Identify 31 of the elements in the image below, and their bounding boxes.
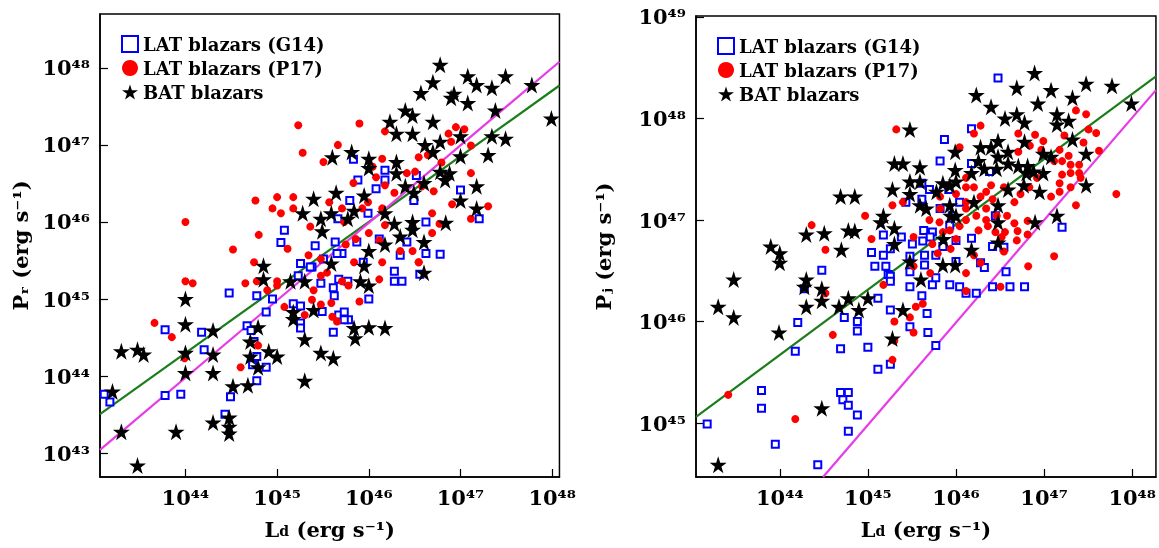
legend-label: BAT blazars — [739, 83, 860, 105]
y-tick-label: 10⁴⁷ — [638, 207, 686, 233]
y-tick-label: 10⁴⁸ — [638, 105, 686, 131]
y-tick-label: 10⁴⁶ — [638, 309, 686, 335]
x-tick-label: 10⁴⁴ — [161, 485, 210, 510]
legend-label: LAT blazars (P17) — [739, 59, 919, 81]
x-tick-label: 10⁴⁷ — [436, 485, 485, 510]
x-tick-label: 10⁴⁸ — [1108, 485, 1156, 510]
x-axis-title: Ld (erg s⁻¹) — [860, 517, 992, 542]
legend-label: LAT blazars (P17) — [143, 57, 323, 79]
y-tick-label: 10⁴⁸ — [42, 55, 90, 81]
y-axis-title: Pᵣ (erg s⁻¹) — [8, 180, 34, 311]
legend-label: LAT blazars (G14) — [143, 33, 325, 55]
y-axis-title: Pⱼ (erg s⁻¹) — [591, 182, 616, 311]
y-tick-label: 10⁴⁷ — [42, 132, 90, 158]
x-axis-title: Ld (erg s⁻¹) — [264, 517, 395, 542]
legend-label: BAT blazars — [143, 81, 264, 103]
x-tick-label: 10⁴⁶ — [345, 485, 393, 510]
y-tick-label: 10⁴⁵ — [638, 410, 686, 436]
legend-label: LAT blazars (G14) — [739, 35, 921, 57]
x-tick-label: 10⁴⁷ — [1020, 485, 1068, 510]
x-tick-label: 10⁴⁴ — [755, 485, 804, 510]
y-tick-label: 10⁴³ — [42, 440, 90, 466]
x-tick-label: 10⁴⁸ — [528, 485, 576, 510]
y-tick-label: 10⁴⁵ — [42, 286, 90, 312]
x-tick-label: 10⁴⁵ — [844, 485, 892, 510]
y-tick-label: 10⁴⁶ — [42, 209, 90, 235]
x-tick-label: 10⁴⁶ — [932, 485, 980, 510]
y-tick-label: 10⁴⁹ — [638, 4, 686, 30]
y-tick-label: 10⁴⁴ — [42, 363, 90, 389]
x-tick-label: 10⁴⁵ — [253, 485, 301, 510]
